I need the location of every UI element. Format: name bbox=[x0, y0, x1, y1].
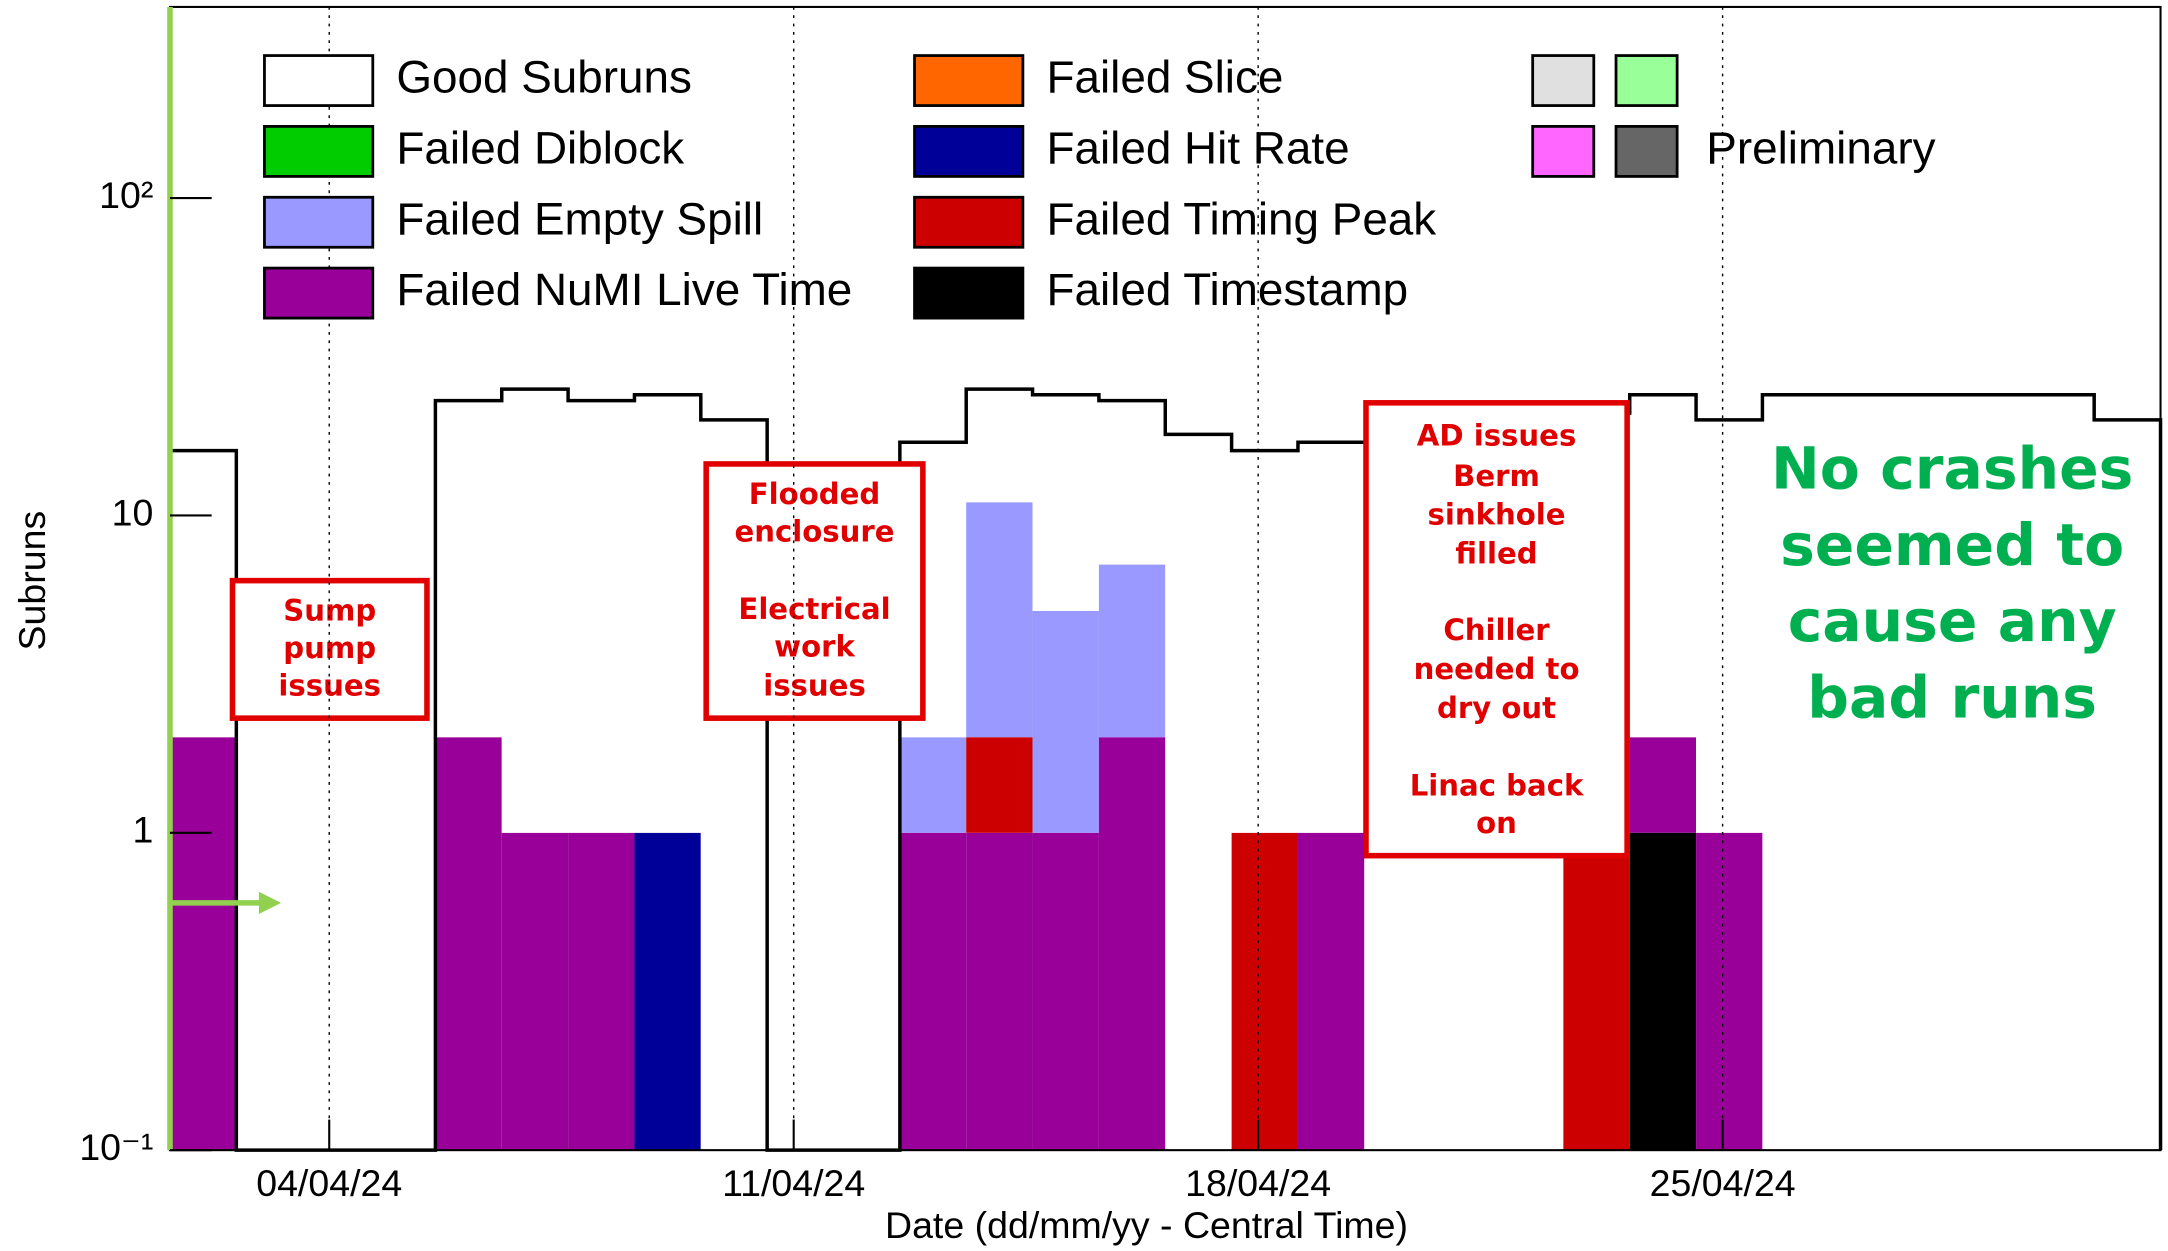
annotation-text: Flooded bbox=[749, 477, 881, 511]
bar bbox=[1961, 394, 2028, 1151]
legend-swatch bbox=[1531, 54, 1596, 107]
legend-swatch bbox=[913, 266, 1025, 320]
x-tick-label: 04/04/24 bbox=[256, 1162, 402, 1204]
bar bbox=[1032, 832, 1099, 1151]
bar bbox=[1032, 610, 1099, 833]
bar bbox=[1297, 832, 1365, 1151]
y-tick-label: 10 bbox=[112, 491, 154, 533]
bar bbox=[169, 737, 237, 1151]
bar bbox=[1895, 394, 1962, 1151]
bar bbox=[568, 400, 635, 833]
bar bbox=[169, 450, 237, 738]
bar bbox=[1098, 400, 1166, 565]
arrow-head bbox=[258, 891, 282, 915]
x-tick-label: 25/04/24 bbox=[1650, 1162, 1796, 1204]
legend-swatch bbox=[263, 125, 375, 178]
legend-swatch bbox=[263, 266, 375, 320]
legend-label: Failed Empty Spill bbox=[396, 193, 763, 244]
bar bbox=[966, 832, 1033, 1151]
legend-label: Failed Timing Peak bbox=[1046, 193, 1436, 244]
bar bbox=[2027, 394, 2095, 1151]
annotation-text: work bbox=[774, 630, 855, 664]
bar bbox=[1629, 394, 1697, 738]
bar bbox=[1098, 564, 1166, 738]
legend-swatch bbox=[1614, 125, 1679, 178]
annotation-text: Chiller bbox=[1443, 613, 1550, 647]
annotation-text: Electrical bbox=[738, 592, 890, 626]
legend-label: Failed Slice bbox=[1046, 52, 1283, 103]
legend-swatch bbox=[913, 54, 1025, 107]
legend-swatch bbox=[1614, 54, 1679, 107]
annotation-text: enclosure bbox=[734, 514, 894, 548]
bar bbox=[899, 737, 967, 833]
bar bbox=[1629, 832, 1697, 1151]
bar bbox=[634, 832, 701, 1151]
legend-label: Preliminary bbox=[1706, 123, 1935, 174]
annotation-text: needed to bbox=[1414, 652, 1580, 686]
annotation-box: AD issues Berm sinkhole filled Chiller n… bbox=[1363, 400, 1630, 859]
legend-swatch bbox=[263, 195, 375, 249]
bar bbox=[1231, 450, 1298, 833]
bar bbox=[1098, 737, 1166, 1151]
legend-label: Failed Hit Rate bbox=[1046, 123, 1349, 174]
annotation-frame bbox=[1363, 400, 1630, 859]
bar bbox=[966, 389, 1033, 503]
bar bbox=[1032, 394, 1099, 611]
annotation-box: Flooded enclosure Electrical work issues bbox=[703, 461, 926, 721]
annotation-text: issues bbox=[763, 669, 866, 703]
bar bbox=[634, 394, 701, 833]
legend-label: Failed Diblock bbox=[396, 123, 684, 174]
bar bbox=[1762, 394, 1829, 1151]
bar bbox=[899, 832, 967, 1151]
conclusion-text: No crashes bbox=[1771, 434, 2133, 502]
y-tick-label: 10² bbox=[99, 174, 153, 216]
conclusion-text: cause any bbox=[1788, 587, 2117, 655]
bar bbox=[2094, 419, 2161, 1151]
bar bbox=[1629, 737, 1697, 833]
annotation-text: Sump bbox=[283, 594, 376, 628]
bar bbox=[501, 832, 569, 1151]
bar bbox=[1165, 434, 1232, 1151]
annotation-text: issues bbox=[278, 669, 381, 703]
bar bbox=[501, 389, 569, 833]
x-axis-label: Date (dd/mm/yy - Central Time) bbox=[885, 1204, 1408, 1246]
x-tick-label: 11/04/24 bbox=[722, 1162, 865, 1204]
legend-swatch bbox=[1531, 125, 1596, 178]
bar bbox=[966, 737, 1033, 833]
annotation-text: filled bbox=[1455, 537, 1537, 571]
conclusion-text: seemed to bbox=[1780, 511, 2124, 579]
histogram-outline bbox=[168, 387, 2163, 1152]
legend-swatch bbox=[263, 54, 375, 107]
legend-label: Failed NuMI Live Time bbox=[396, 264, 852, 315]
x-tick-label: 18/04/24 bbox=[1185, 1162, 1331, 1204]
legend-swatch bbox=[913, 125, 1025, 178]
bar bbox=[1696, 419, 1763, 833]
annotation-frame bbox=[703, 461, 926, 721]
plot-area bbox=[168, 387, 2163, 1152]
annotation-text: dry out bbox=[1437, 691, 1556, 725]
y-tick-label: 10⁻¹ bbox=[79, 1126, 153, 1168]
conclusion-text: bad runs bbox=[1807, 664, 2097, 732]
bar bbox=[1563, 832, 1630, 1151]
legend-label: Failed Timestamp bbox=[1046, 264, 1408, 315]
bar bbox=[1297, 442, 1365, 833]
annotation-text: sinkhole bbox=[1428, 498, 1566, 532]
annotation-text: AD issues bbox=[1417, 419, 1577, 453]
bar bbox=[966, 502, 1033, 738]
bar bbox=[1828, 394, 1896, 1151]
bar bbox=[435, 737, 502, 1151]
bar bbox=[568, 832, 635, 1151]
legend-label: Good Subruns bbox=[396, 52, 692, 103]
bar bbox=[1696, 832, 1763, 1151]
y-axis-label: Subruns bbox=[11, 511, 53, 651]
annotation-text: on bbox=[1476, 806, 1517, 840]
legend-swatch bbox=[913, 195, 1025, 249]
annotation-text: pump bbox=[283, 631, 376, 665]
bar bbox=[435, 400, 502, 738]
annotation-text: Linac back bbox=[1410, 769, 1584, 803]
y-tick-label: 1 bbox=[132, 809, 153, 851]
bar bbox=[1231, 832, 1298, 1151]
annotation-text: Berm bbox=[1453, 459, 1540, 493]
